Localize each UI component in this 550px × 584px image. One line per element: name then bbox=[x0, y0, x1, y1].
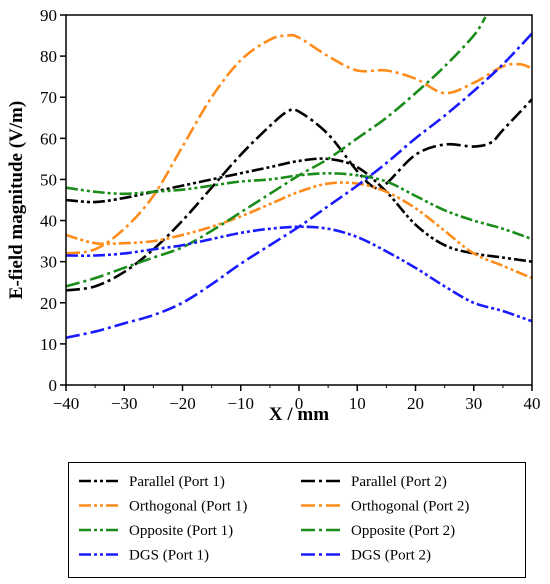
plot-area-frame bbox=[65, 14, 533, 386]
legend-label: Parallel (Port 1) bbox=[129, 474, 225, 490]
chart: −40 −30 −20 −10 0 10 20 30 40 0 10 20 30 40 50 60 70 80 90… bbox=[6, 6, 541, 425]
y-tick-label: 80 bbox=[40, 47, 57, 66]
x-tick-label: 10 bbox=[349, 394, 366, 413]
legend-label: Orthogonal (Port 2) bbox=[351, 499, 469, 515]
series-line-dgs-port-2 bbox=[66, 32, 532, 339]
y-tick-label: 10 bbox=[40, 335, 57, 354]
x-tick-label: −40 bbox=[53, 394, 80, 413]
legend-label: Opposite (Port 1) bbox=[129, 523, 233, 539]
series-line-parallel-port-2 bbox=[66, 98, 532, 292]
series-line-opposite-port-1 bbox=[66, 171, 532, 241]
x-tick-label: −20 bbox=[169, 394, 196, 413]
series-line-parallel-port-1 bbox=[66, 157, 532, 263]
series-line-dgs-port-1 bbox=[66, 225, 532, 323]
series-line-opposite-port-2 bbox=[66, 16, 487, 288]
x-tick-label: −30 bbox=[111, 394, 138, 413]
chart-curves bbox=[66, 16, 532, 339]
x-tick-label: 40 bbox=[524, 394, 541, 413]
legend-item-opposite-port-1: Opposite (Port 1) bbox=[79, 523, 233, 539]
y-tick-label: 20 bbox=[40, 294, 57, 313]
legend-item-dgs-port-1: DGS (Port 1) bbox=[79, 548, 209, 564]
x-tick-label: 20 bbox=[407, 394, 424, 413]
legend-label: DGS (Port 2) bbox=[351, 548, 431, 564]
legend-label: Opposite (Port 2) bbox=[351, 523, 455, 539]
legend-item-dgs-port-2: DGS (Port 2) bbox=[301, 548, 431, 564]
legend-label: Parallel (Port 2) bbox=[351, 474, 447, 490]
y-tick-label: 40 bbox=[40, 212, 57, 231]
y-tick-label: 30 bbox=[40, 253, 57, 272]
y-axis-title: E-field magnitude (V/m) bbox=[6, 101, 27, 299]
y-tick-label: 90 bbox=[40, 6, 57, 25]
y-tick-label: 60 bbox=[40, 129, 57, 148]
legend-label: Orthogonal (Port 1) bbox=[129, 499, 247, 515]
legend-label: DGS (Port 1) bbox=[129, 548, 209, 564]
y-tick-label: 50 bbox=[40, 170, 57, 189]
x-tick-label: 30 bbox=[465, 394, 482, 413]
series-line-orthogonal-port-2 bbox=[66, 33, 532, 255]
axis-ticks: −40 −30 −20 −10 0 10 20 30 40 0 10 20 30 40 50 60 70 80 90 bbox=[40, 6, 541, 413]
legend-item-orthogonal-port-2: Orthogonal (Port 2) bbox=[301, 499, 469, 515]
x-axis-title: X / mm bbox=[269, 404, 329, 425]
legend: Parallel (Port 1) Parallel (Port 2) Orthog… bbox=[68, 462, 526, 578]
legend-item-parallel-port-2: Parallel (Port 2) bbox=[301, 474, 447, 490]
y-tick-label: 0 bbox=[49, 376, 58, 395]
legend-item-parallel-port-1: Parallel (Port 1) bbox=[79, 474, 225, 490]
legend-item-orthogonal-port-1: Orthogonal (Port 1) bbox=[79, 499, 247, 515]
series-line-orthogonal-port-1 bbox=[66, 181, 532, 280]
legend-item-opposite-port-2: Opposite (Port 2) bbox=[301, 523, 455, 539]
x-tick-label: −10 bbox=[227, 394, 254, 413]
y-tick-label: 70 bbox=[40, 88, 57, 107]
x-tick-label: 0 bbox=[295, 394, 304, 413]
